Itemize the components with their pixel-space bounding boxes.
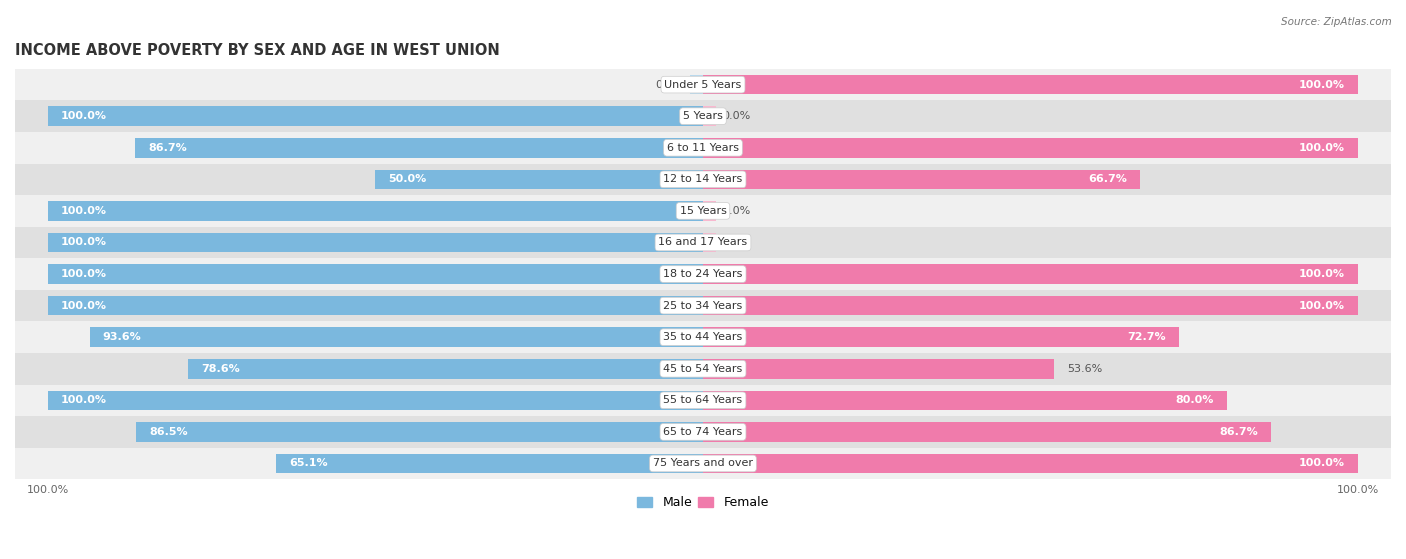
Bar [703, 264, 1358, 284]
Bar [135, 138, 703, 158]
Bar [703, 169, 1140, 189]
Bar [703, 391, 1227, 410]
Bar [15, 195, 1391, 227]
Text: 100.0%: 100.0% [60, 395, 107, 405]
Bar [15, 321, 1391, 353]
Bar [703, 106, 716, 126]
Bar [703, 75, 1358, 94]
Bar [703, 296, 1358, 315]
Bar [15, 385, 1391, 416]
Text: 0.0%: 0.0% [723, 238, 751, 248]
Bar [277, 454, 703, 473]
Bar [15, 227, 1391, 258]
Bar [136, 422, 703, 442]
Bar [703, 233, 716, 252]
Bar [703, 201, 716, 221]
Bar [15, 353, 1391, 385]
Bar [48, 296, 703, 315]
Text: 93.6%: 93.6% [103, 332, 142, 342]
Bar [48, 264, 703, 284]
Text: 100.0%: 100.0% [1299, 458, 1346, 468]
Text: 50.0%: 50.0% [388, 174, 427, 184]
Text: 100.0%: 100.0% [1299, 79, 1346, 89]
Bar [703, 422, 1271, 442]
Bar [48, 106, 703, 126]
Text: Under 5 Years: Under 5 Years [665, 79, 741, 89]
Bar [703, 454, 1358, 473]
Bar [15, 164, 1391, 195]
Bar [703, 328, 1180, 347]
Text: 6 to 11 Years: 6 to 11 Years [666, 143, 740, 153]
Text: 25 to 34 Years: 25 to 34 Years [664, 301, 742, 311]
Text: 100.0%: 100.0% [1299, 143, 1346, 153]
Text: 18 to 24 Years: 18 to 24 Years [664, 269, 742, 279]
Text: 100.0%: 100.0% [60, 206, 107, 216]
Text: 86.7%: 86.7% [1219, 427, 1258, 437]
Bar [48, 233, 703, 252]
Text: 78.6%: 78.6% [201, 364, 240, 374]
Bar [48, 201, 703, 221]
Bar [15, 448, 1391, 479]
Text: 86.5%: 86.5% [149, 427, 188, 437]
Bar [15, 132, 1391, 164]
Text: 75 Years and over: 75 Years and over [652, 458, 754, 468]
Text: 0.0%: 0.0% [655, 79, 683, 89]
Bar [375, 169, 703, 189]
Bar [90, 328, 703, 347]
Text: 86.7%: 86.7% [148, 143, 187, 153]
Bar [703, 138, 1358, 158]
Text: 55 to 64 Years: 55 to 64 Years [664, 395, 742, 405]
Text: 53.6%: 53.6% [1067, 364, 1102, 374]
Text: 5 Years: 5 Years [683, 111, 723, 121]
Text: 0.0%: 0.0% [723, 111, 751, 121]
Legend: Male, Female: Male, Female [633, 491, 773, 514]
Text: 65.1%: 65.1% [290, 458, 328, 468]
Bar [15, 258, 1391, 290]
Text: 100.0%: 100.0% [60, 301, 107, 311]
Bar [690, 75, 703, 94]
Text: 100.0%: 100.0% [60, 269, 107, 279]
Text: 35 to 44 Years: 35 to 44 Years [664, 332, 742, 342]
Text: 65 to 74 Years: 65 to 74 Years [664, 427, 742, 437]
Bar [48, 391, 703, 410]
Text: 12 to 14 Years: 12 to 14 Years [664, 174, 742, 184]
Bar [188, 359, 703, 378]
Text: 100.0%: 100.0% [1299, 301, 1346, 311]
Text: 100.0%: 100.0% [60, 111, 107, 121]
Bar [15, 69, 1391, 101]
Text: INCOME ABOVE POVERTY BY SEX AND AGE IN WEST UNION: INCOME ABOVE POVERTY BY SEX AND AGE IN W… [15, 43, 499, 58]
Text: 16 and 17 Years: 16 and 17 Years [658, 238, 748, 248]
Text: 66.7%: 66.7% [1088, 174, 1128, 184]
Bar [15, 101, 1391, 132]
Text: Source: ZipAtlas.com: Source: ZipAtlas.com [1281, 17, 1392, 27]
Bar [15, 290, 1391, 321]
Text: 72.7%: 72.7% [1128, 332, 1166, 342]
Text: 100.0%: 100.0% [60, 238, 107, 248]
Bar [15, 416, 1391, 448]
Text: 15 Years: 15 Years [679, 206, 727, 216]
Bar [703, 359, 1054, 378]
Text: 45 to 54 Years: 45 to 54 Years [664, 364, 742, 374]
Text: 80.0%: 80.0% [1175, 395, 1215, 405]
Text: 0.0%: 0.0% [723, 206, 751, 216]
Text: 100.0%: 100.0% [1299, 269, 1346, 279]
